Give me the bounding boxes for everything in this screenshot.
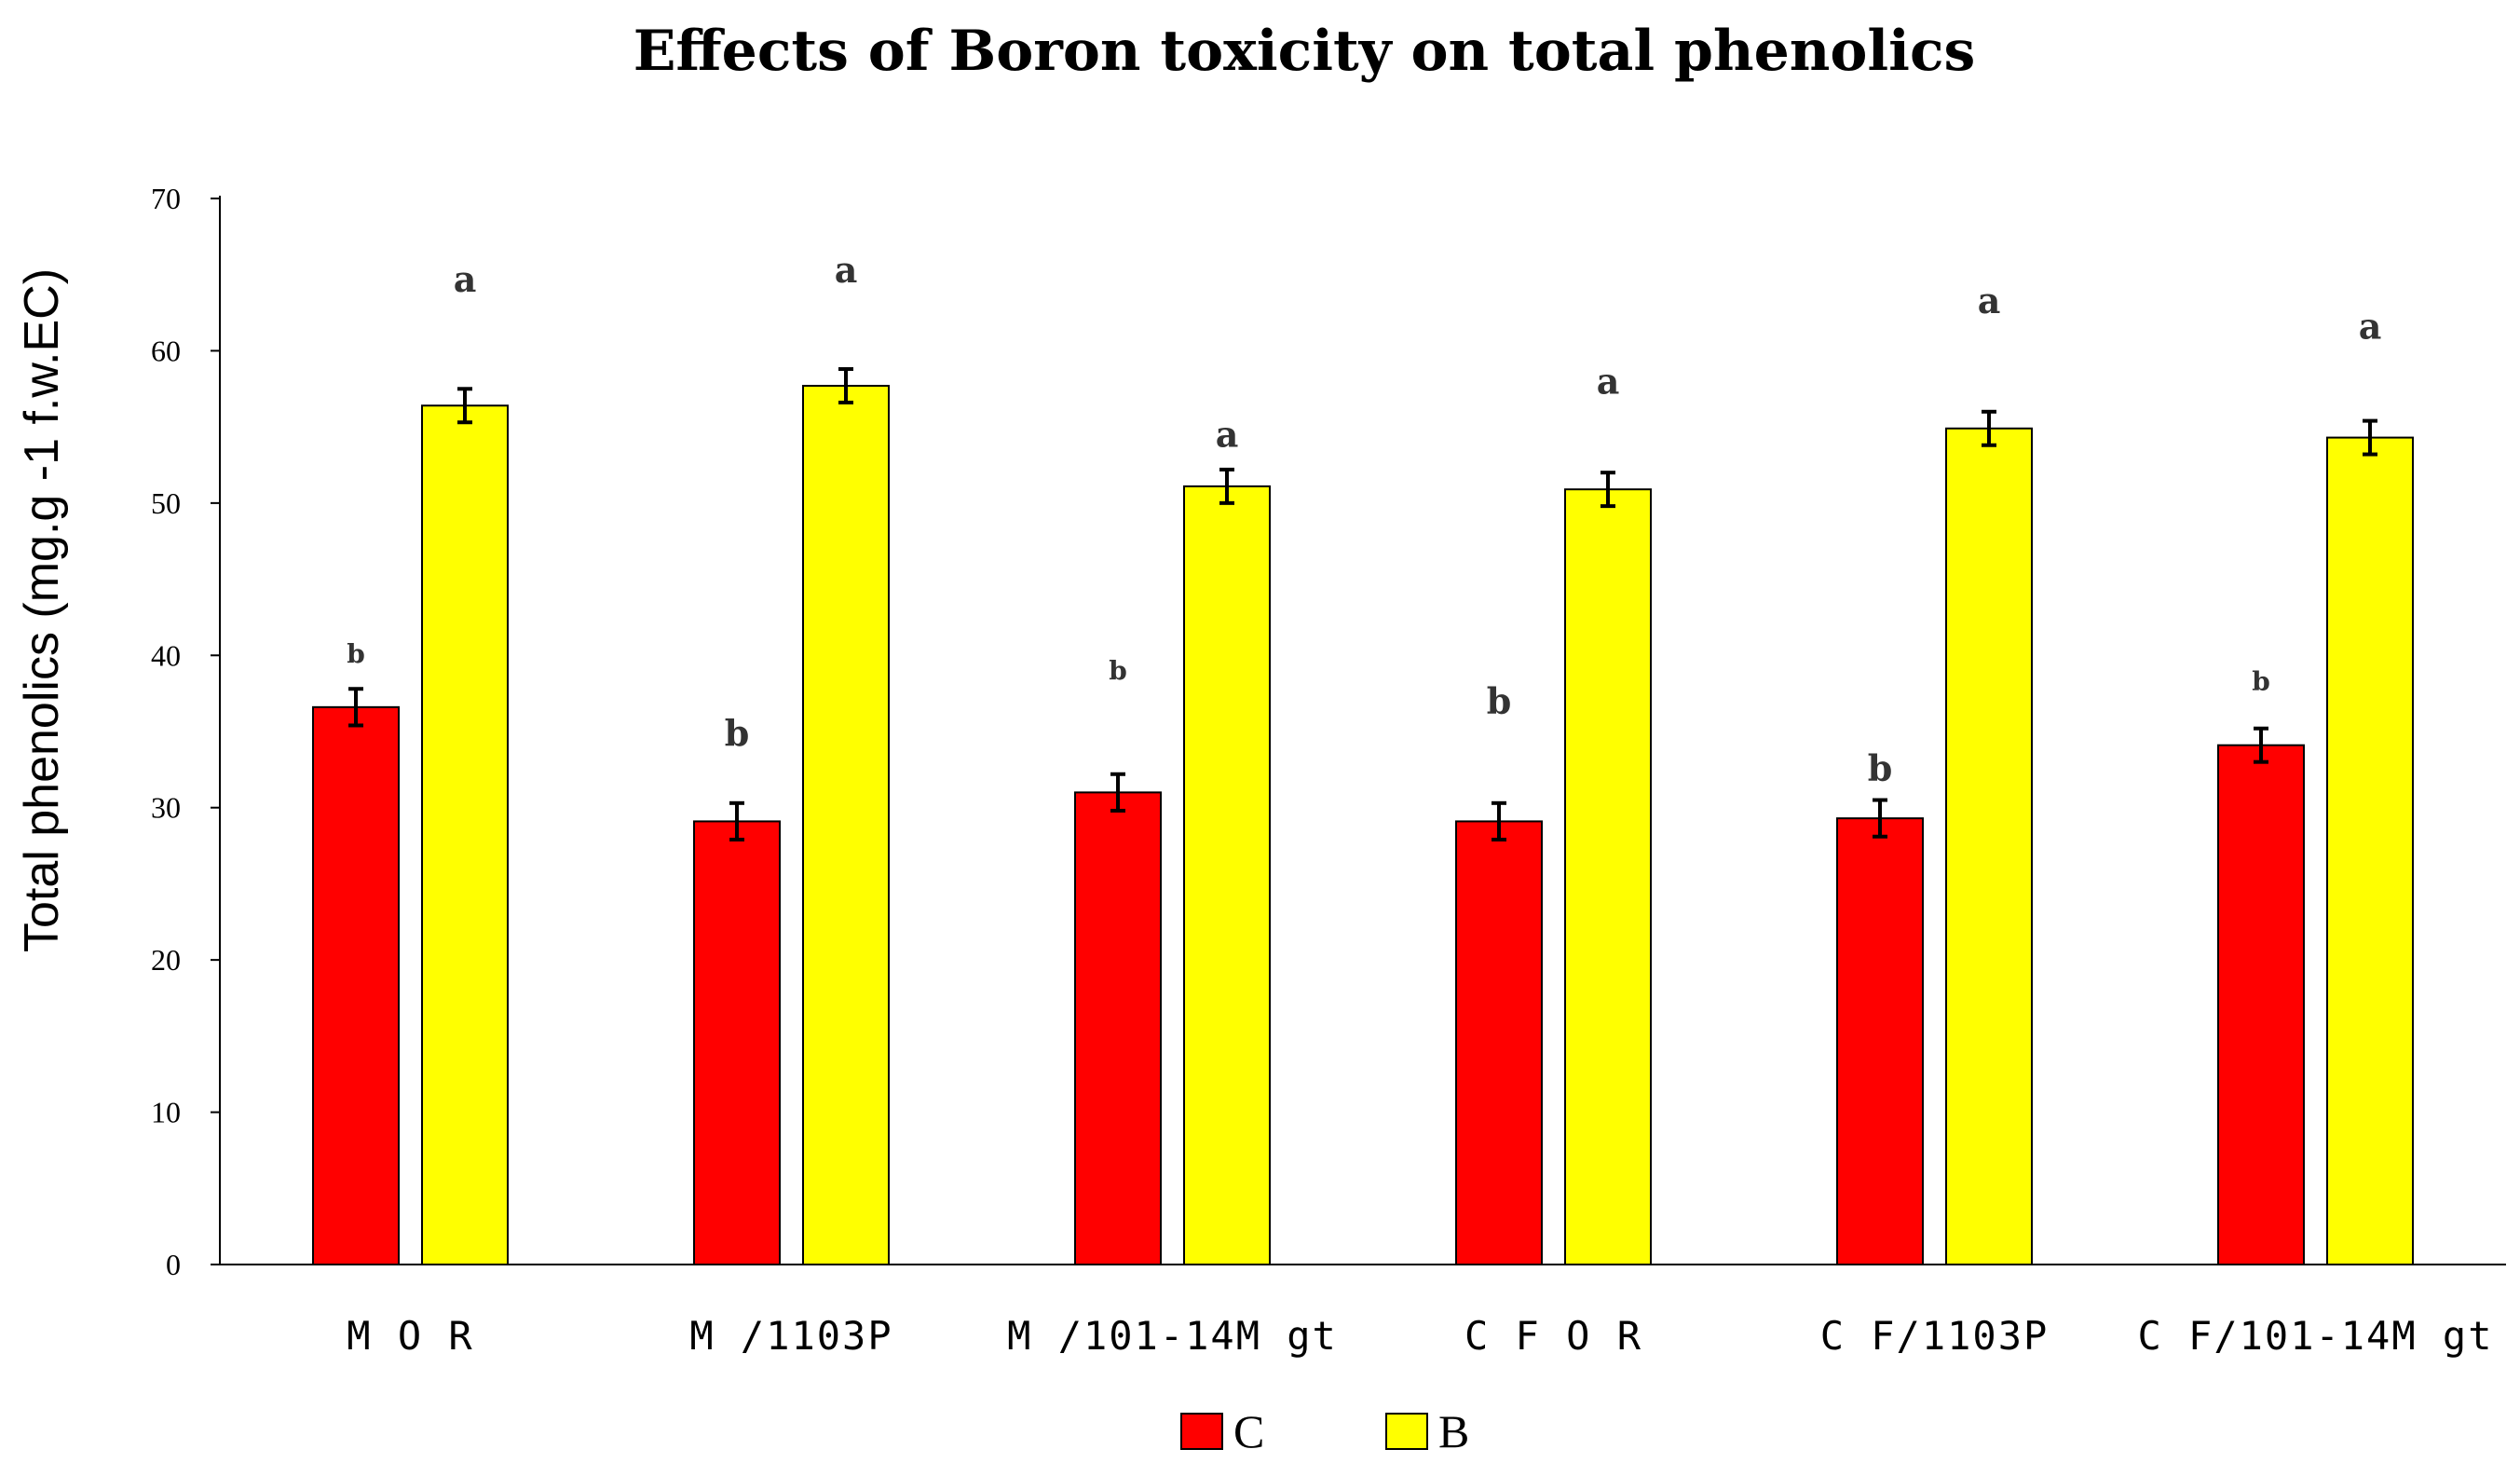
- bar-B-0: [421, 404, 509, 1265]
- bar-C-2: [1074, 791, 1162, 1265]
- y-tick-label: 70: [151, 182, 181, 215]
- bar-B-3: [1564, 488, 1652, 1265]
- x-tick-label-3: C F O R: [1464, 1313, 1642, 1359]
- y-tick-label: 40: [151, 638, 181, 672]
- significance-label-B-1: a: [835, 249, 858, 291]
- y-tick-label: 30: [151, 791, 181, 825]
- significance-label-B-2: a: [1216, 414, 1239, 456]
- y-tick-label: 0: [166, 1248, 181, 1281]
- bar-B-5: [2326, 436, 2414, 1265]
- bar-C-5: [2217, 744, 2305, 1265]
- x-tick-label-5: C F/101-14M gt: [2137, 1313, 2493, 1359]
- bar-B-1: [802, 385, 890, 1265]
- legend-label-B: B: [1438, 1405, 1469, 1457]
- x-tick-label-4: C F/1103P: [1820, 1313, 2050, 1359]
- bar-C-1: [693, 820, 781, 1265]
- y-tick-label: 10: [151, 1096, 181, 1129]
- significance-label-B-0: a: [454, 258, 477, 300]
- significance-label-C-5: b: [2252, 666, 2270, 697]
- legend-label-C: C: [1233, 1405, 1264, 1457]
- x-tick-label-1: M /1103P: [689, 1313, 892, 1359]
- significance-label-C-3: b: [1487, 680, 1512, 722]
- y-tick-label: 20: [151, 943, 181, 977]
- chart-title: Effects of Boron toxicity on total pheno…: [633, 19, 1976, 84]
- significance-label-B-4: a: [1978, 280, 2001, 321]
- significance-label-C-2: b: [1109, 655, 1127, 686]
- significance-label-C-4: b: [1868, 747, 1893, 789]
- bar-B-2: [1183, 485, 1271, 1265]
- legend-swatch-B: [1385, 1413, 1428, 1450]
- y-axis-label: Total phenolics (mg.g -1 f.w.EC): [15, 268, 69, 952]
- x-tick-label-0: M O R: [347, 1313, 473, 1359]
- y-tick-label: 60: [151, 334, 181, 367]
- y-tick-label: 50: [151, 486, 181, 520]
- significance-label-C-1: b: [725, 712, 750, 754]
- bar-C-0: [312, 705, 400, 1265]
- significance-label-B-3: a: [1597, 360, 1620, 402]
- bar-C-4: [1836, 817, 1924, 1265]
- bar-C-3: [1455, 820, 1543, 1265]
- significance-label-B-5: a: [2359, 306, 2382, 348]
- significance-label-C-0: b: [347, 638, 365, 669]
- bar-B-4: [1945, 427, 2033, 1265]
- x-tick-label-2: M /101-14M gt: [1007, 1313, 1338, 1359]
- legend-swatch-C: [1180, 1413, 1223, 1450]
